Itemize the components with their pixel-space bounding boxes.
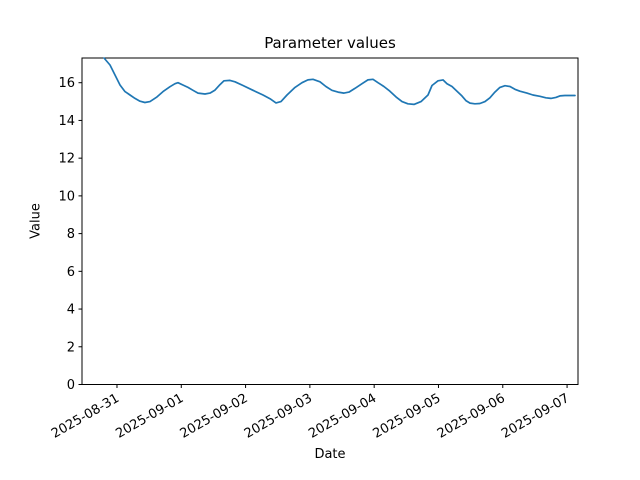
y-tick-label: 4 (67, 303, 75, 318)
x-tick-label: 2025-08-31 (49, 391, 122, 442)
y-tick-label: 6 (67, 265, 75, 280)
y-tick-label: 16 (58, 76, 75, 91)
series-line (103, 57, 576, 106)
y-axis-label: Value (28, 203, 44, 239)
y-tick-label: 14 (58, 114, 75, 129)
x-tick-label: 2025-09-03 (242, 391, 315, 442)
chart-title: Parameter values (264, 34, 396, 52)
y-tick-label: 12 (58, 152, 75, 167)
y-tick-label: 8 (67, 227, 75, 242)
x-tick-label: 2025-09-02 (178, 391, 251, 442)
x-tick-label: 2025-09-07 (499, 391, 572, 442)
y-tick-label: 2 (67, 340, 75, 355)
y-tick-label: 0 (67, 378, 75, 393)
x-tick-label: 2025-09-01 (113, 391, 186, 442)
y-tick-label: 10 (58, 189, 75, 204)
x-tick-label: 2025-09-05 (371, 391, 444, 442)
x-tick-label: 2025-09-04 (306, 391, 379, 442)
x-axis-label: Date (314, 447, 346, 462)
axes-frame (81, 57, 579, 385)
x-tick-label: 2025-09-06 (435, 391, 508, 442)
